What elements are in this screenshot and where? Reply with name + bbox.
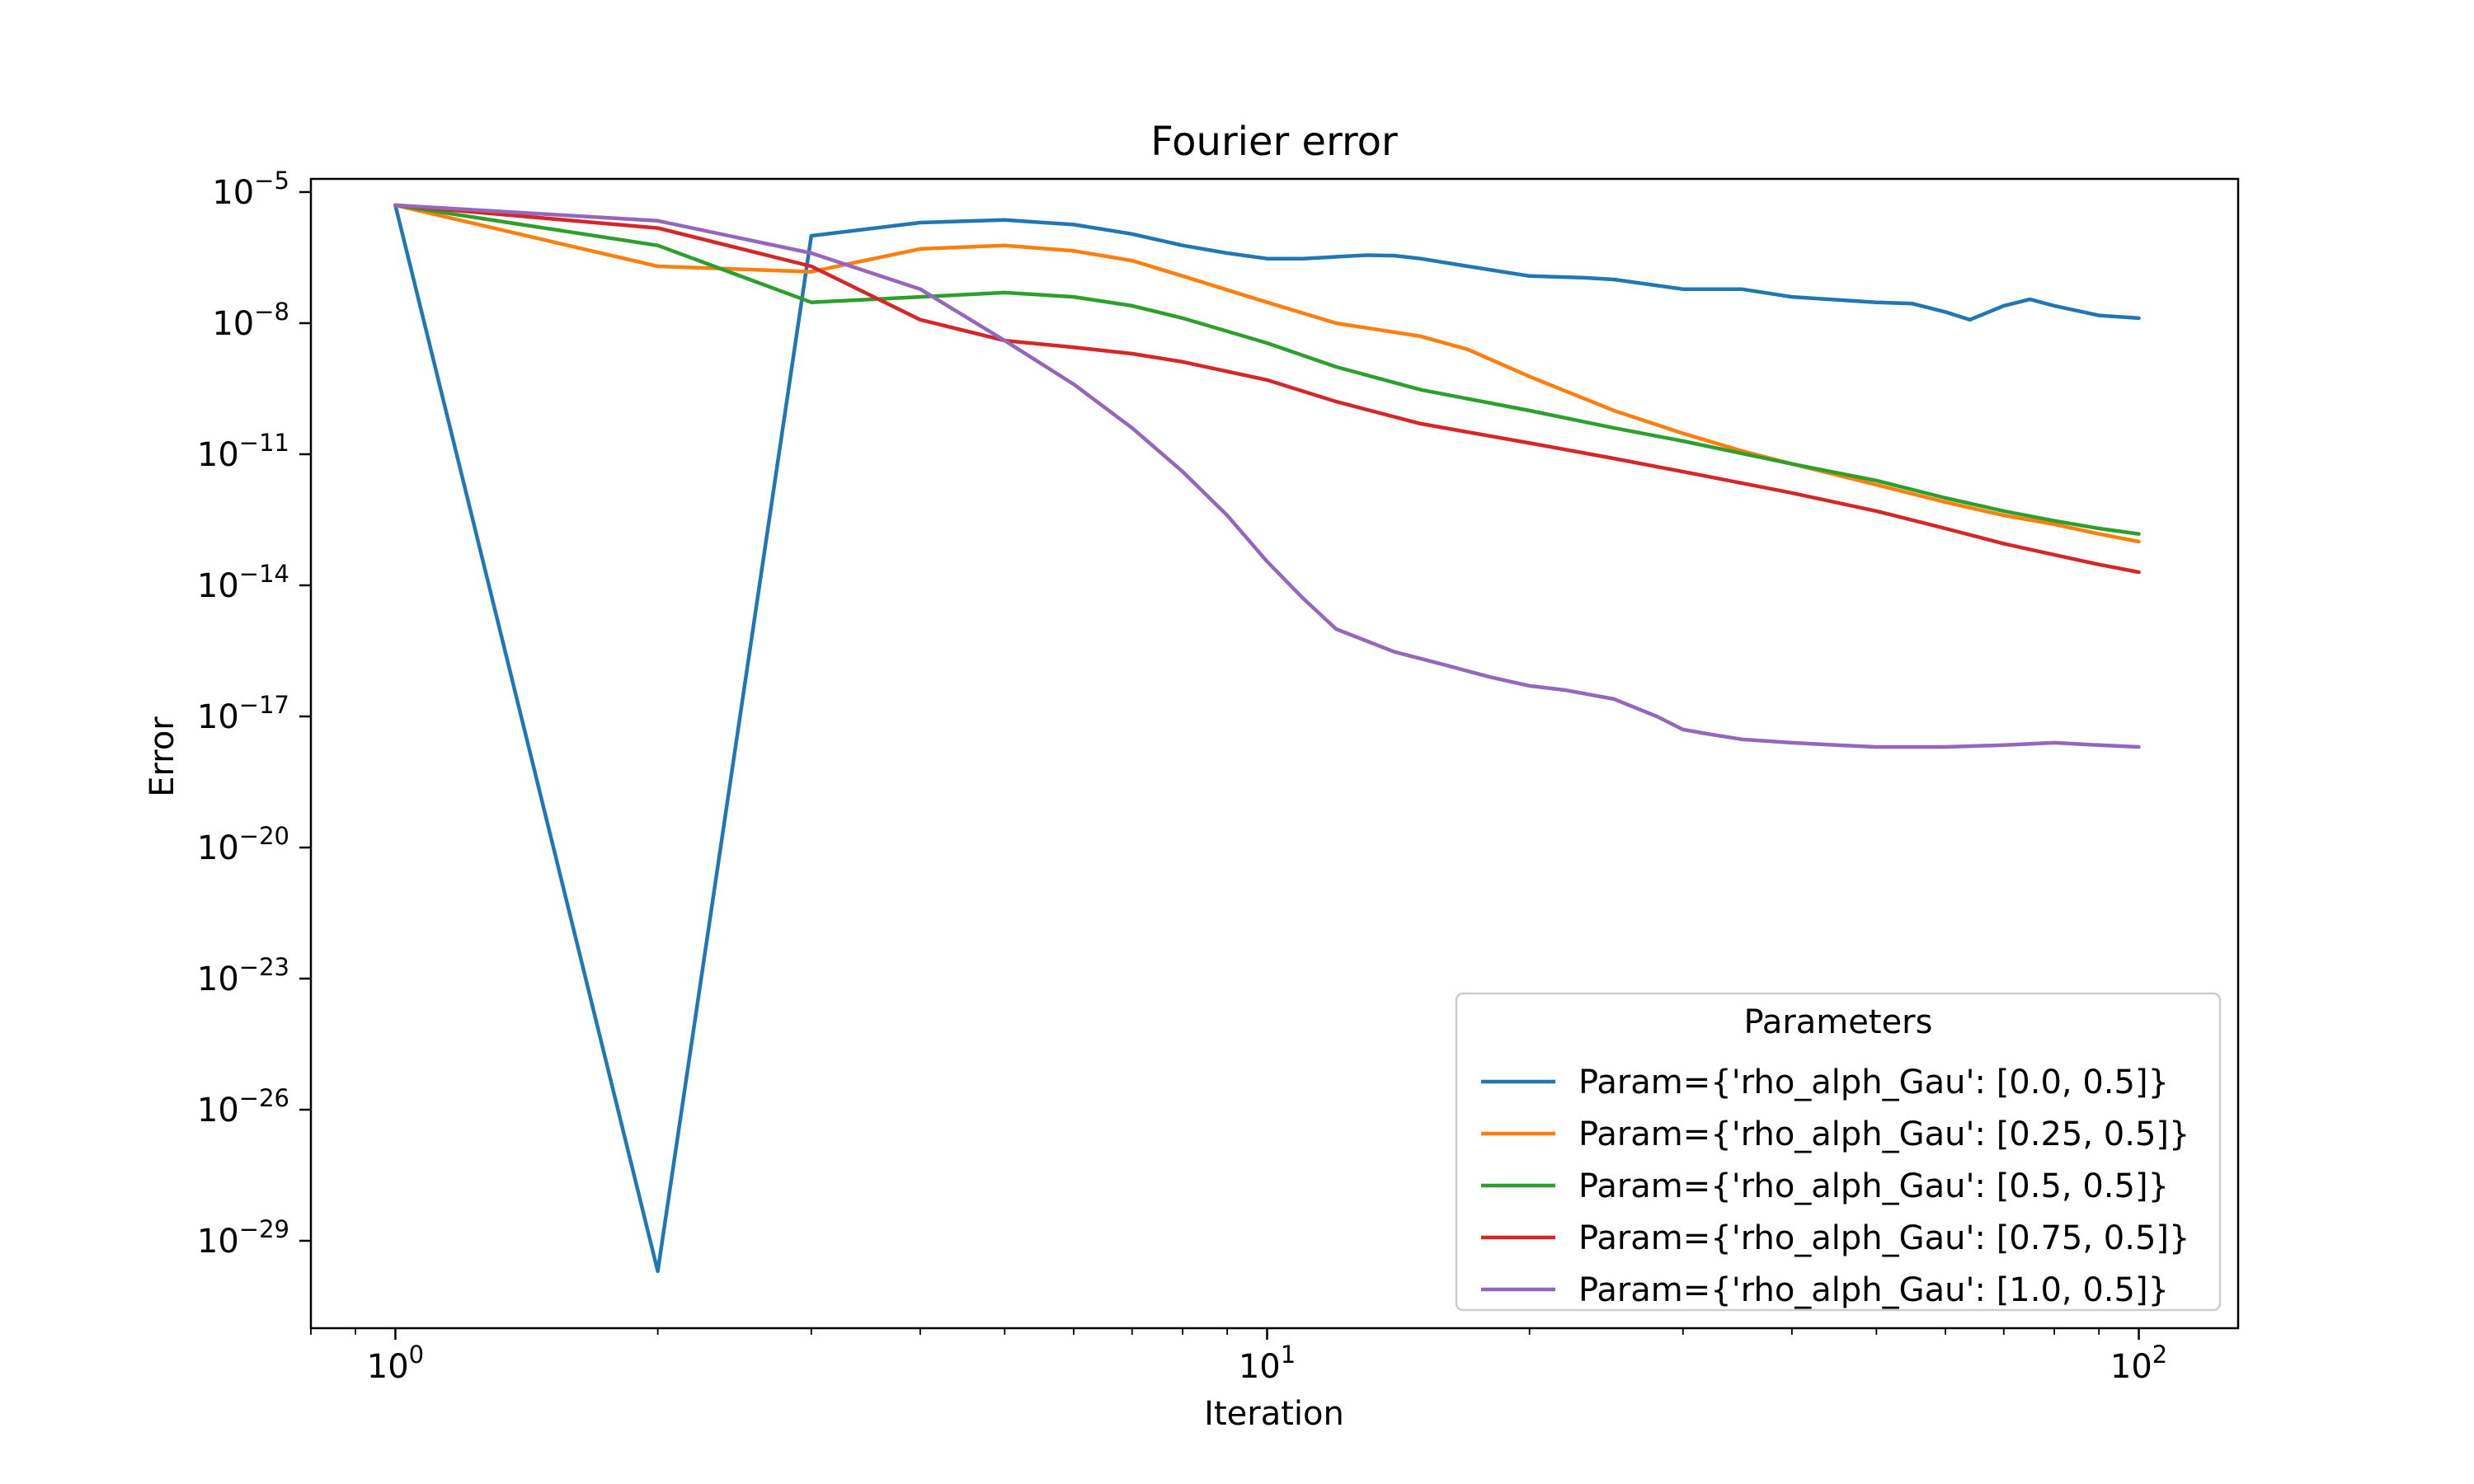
y-tick-label-6: 10−23 <box>197 953 289 998</box>
legend-box <box>1455 992 2222 1312</box>
y-tick-label-2: 10−11 <box>197 429 289 474</box>
y-tick-label-1: 10−8 <box>212 298 289 343</box>
legend-title: Parameters <box>1744 1003 1933 1041</box>
x-axis-ticks: 100 101 102 <box>310 1328 2167 1386</box>
x-tick-label-0: 100 <box>367 1341 424 1386</box>
series-line-1 <box>393 203 2141 544</box>
x-tick-label-1: 101 <box>1239 1341 1296 1386</box>
legend-items: Param={'rho_alph_Gau': [0.0, 0.5]} Param=… <box>1481 1064 2189 1309</box>
series-line-0 <box>393 203 2141 1274</box>
series-line-4 <box>393 203 2141 749</box>
legend-label-4: Param={'rho_alph_Gau': [1.0, 0.5]} <box>1578 1271 2169 1309</box>
legend-label-1: Param={'rho_alph_Gau': [0.25, 0.5]} <box>1578 1115 2189 1153</box>
y-axis-ticks: 10−5 10−8 10−11 10−14 10−17 10−20 10−23 10−26 10… <box>197 167 311 1261</box>
y-tick-label-0: 10−5 <box>212 167 289 212</box>
legend-label-3: Param={'rho_alph_Gau': [0.75, 0.5]} <box>1578 1219 2189 1257</box>
y-tick-label-3: 10−14 <box>197 560 289 605</box>
series-line-2 <box>393 203 2141 536</box>
plot-frame <box>309 177 2240 1330</box>
legend-label-0: Param={'rho_alph_Gau': [0.0, 0.5]} <box>1578 1064 2169 1101</box>
y-tick-label-7: 10−26 <box>197 1084 289 1129</box>
x-axis-label: Iteration <box>1204 1395 1344 1433</box>
chart-title: Fourier error <box>1150 119 1398 165</box>
legend-label-2: Param={'rho_alph_Gau': [0.5, 0.5]} <box>1578 1167 2169 1205</box>
y-tick-label-4: 10−17 <box>197 691 289 736</box>
series-line-3 <box>393 203 2141 575</box>
y-axis-label: Error <box>143 716 181 797</box>
x-tick-label-2: 102 <box>2110 1341 2167 1386</box>
plot-series <box>393 203 2141 1274</box>
legend: Parameters Param={'rho_alph_Gau': [0.0, … <box>1455 992 2222 1312</box>
y-tick-label-5: 10−20 <box>197 822 289 867</box>
y-tick-label-8: 10−29 <box>197 1215 289 1261</box>
